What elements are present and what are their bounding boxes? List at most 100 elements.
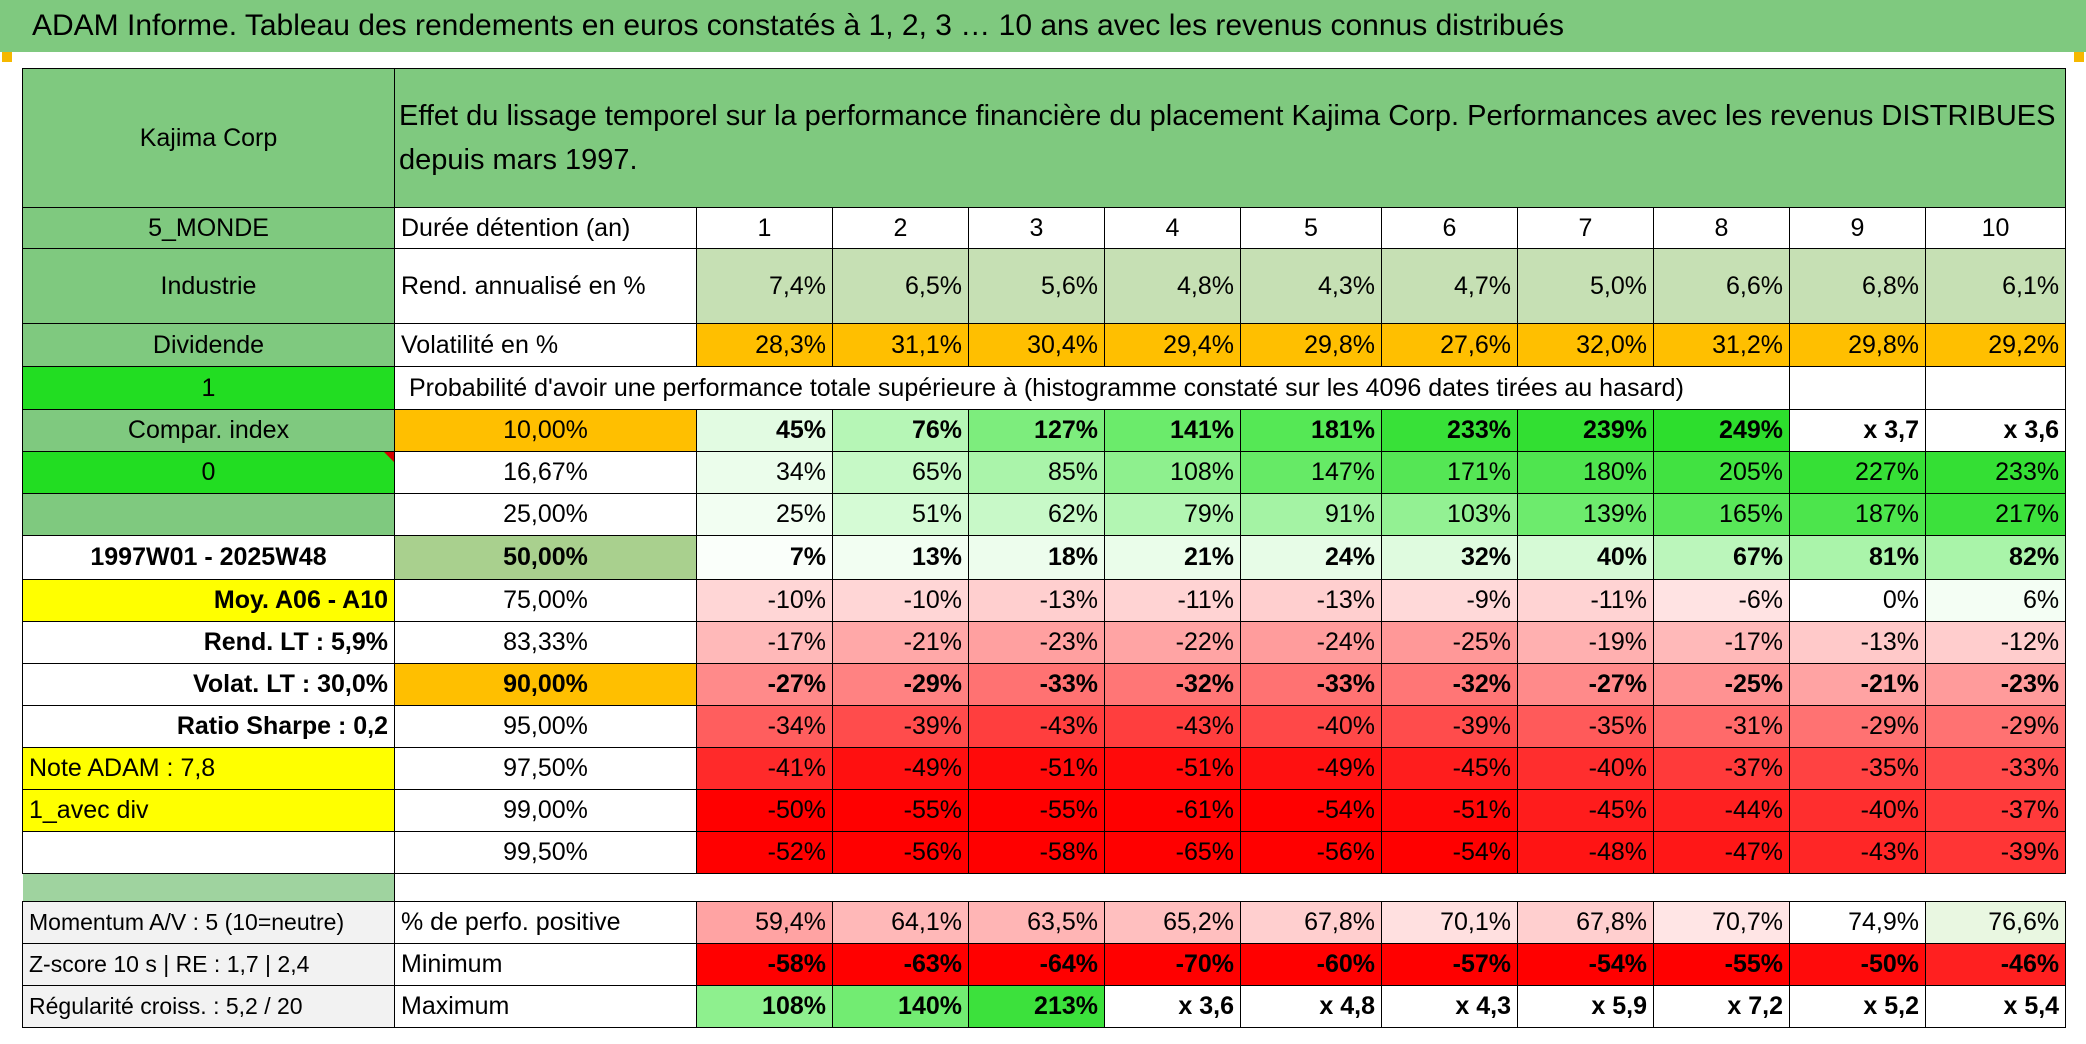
prob-cell: 181% bbox=[1240, 409, 1382, 452]
prob-cell: -19% bbox=[1517, 621, 1654, 664]
sharpe-label: Ratio Sharpe : 0,2 bbox=[22, 705, 395, 748]
min-label: Minimum bbox=[394, 943, 697, 986]
year-header: 3 bbox=[968, 207, 1105, 249]
rend-cell: 6,5% bbox=[832, 248, 969, 324]
min-cell: -58% bbox=[696, 943, 833, 986]
prob-cell: -39% bbox=[1924, 831, 2067, 874]
prob-cell: -65% bbox=[1104, 831, 1241, 874]
prob-cell: 82% bbox=[1924, 535, 2067, 580]
prob-cell: -13% bbox=[968, 579, 1105, 622]
year-header: 2 bbox=[832, 207, 969, 249]
vol-row: Dividende Volatilité en % 28,3% 31,1% 30… bbox=[22, 323, 2067, 367]
prob-cell: -34% bbox=[696, 705, 833, 748]
prob-cell: -51% bbox=[1104, 747, 1241, 790]
max-label: Maximum bbox=[394, 985, 697, 1028]
prob-cell: 187% bbox=[1789, 493, 1926, 536]
region-label: 5_MONDE bbox=[22, 207, 395, 249]
prob-cell: 217% bbox=[1924, 493, 2067, 536]
prob-threshold: 10,00% bbox=[394, 409, 697, 452]
prob-threshold: 83,33% bbox=[394, 621, 697, 664]
corner-marker-right bbox=[2074, 52, 2084, 62]
company-name: Kajima Corp bbox=[22, 68, 395, 208]
max-cell: x 3,6 bbox=[1104, 985, 1241, 1028]
prob-cell: 103% bbox=[1381, 493, 1518, 536]
prob-cell: -21% bbox=[1789, 663, 1926, 706]
rend-cell: 6,8% bbox=[1789, 248, 1926, 324]
prob-cell: 67% bbox=[1653, 535, 1790, 580]
prob-cell: -23% bbox=[968, 621, 1105, 664]
prob-row: 1_avec div 99,00% -50% -55% -55% -61% -5… bbox=[22, 789, 2067, 832]
vol-cell: 29,4% bbox=[1104, 323, 1241, 367]
min-cell: -54% bbox=[1517, 943, 1654, 986]
prob-header-row: 1 Probabilité d'avoir une performance to… bbox=[22, 366, 2067, 410]
avec-div-label: 1_avec div bbox=[22, 789, 395, 832]
prob-cell: -10% bbox=[832, 579, 969, 622]
prob-cell: -25% bbox=[1381, 621, 1518, 664]
min-cell: -64% bbox=[968, 943, 1105, 986]
pos-cell: 74,9% bbox=[1789, 901, 1926, 944]
pos-row: Momentum A/V : 5 (10=neutre) % de perfo.… bbox=[22, 901, 2067, 944]
duree-label: Durée détention (an) bbox=[394, 207, 697, 249]
rend-cell: 4,8% bbox=[1104, 248, 1241, 324]
vol-cell: 31,2% bbox=[1653, 323, 1790, 367]
flag-zero-cell[interactable]: 0 bbox=[22, 451, 395, 494]
pos-cell: 67,8% bbox=[1517, 901, 1654, 944]
max-cell: x 5,2 bbox=[1789, 985, 1926, 1028]
prob-row: 99,50% -52% -56% -58% -65% -56% -54% -48… bbox=[22, 831, 2067, 874]
empty-cell bbox=[22, 831, 395, 874]
prob-cell: -33% bbox=[1924, 747, 2067, 790]
prob-cell: 18% bbox=[968, 535, 1105, 580]
min-cell: -63% bbox=[832, 943, 969, 986]
max-cell: x 4,3 bbox=[1381, 985, 1518, 1028]
prob-threshold: 97,50% bbox=[394, 747, 697, 790]
prob-cell: 233% bbox=[1381, 409, 1518, 452]
prob-cell: 180% bbox=[1517, 451, 1654, 494]
prob-cell: 34% bbox=[696, 451, 833, 494]
pos-label: % de perfo. positive bbox=[394, 901, 697, 944]
prob-cell: -22% bbox=[1104, 621, 1241, 664]
rend-lt-label: Rend. LT : 5,9% bbox=[22, 621, 395, 664]
prob-cell: x 3,6 bbox=[1924, 409, 2067, 452]
pos-cell: 70,1% bbox=[1381, 901, 1518, 944]
prob-cell: -10% bbox=[696, 579, 833, 622]
flag-one-cell[interactable]: 1 bbox=[22, 366, 395, 410]
prob-cell: -45% bbox=[1517, 789, 1654, 832]
prob-cell: -31% bbox=[1653, 705, 1790, 748]
prob-cell: -32% bbox=[1104, 663, 1241, 706]
rend-cell: 6,1% bbox=[1924, 248, 2067, 324]
prob-cell: 6% bbox=[1924, 579, 2067, 622]
prob-cell: -9% bbox=[1381, 579, 1518, 622]
prob-threshold: 90,00% bbox=[394, 663, 697, 706]
pos-cell: 67,8% bbox=[1240, 901, 1382, 944]
max-cell: 108% bbox=[696, 985, 833, 1028]
prob-cell: -21% bbox=[832, 621, 969, 664]
prob-cell: -61% bbox=[1104, 789, 1241, 832]
prob-cell: -35% bbox=[1517, 705, 1654, 748]
prob-threshold: 25,00% bbox=[394, 493, 697, 536]
prob-cell: -39% bbox=[1381, 705, 1518, 748]
prob-cell: 76% bbox=[832, 409, 969, 452]
prob-cell: -13% bbox=[1240, 579, 1382, 622]
prob-cell: -50% bbox=[696, 789, 833, 832]
prob-cell: -43% bbox=[968, 705, 1105, 748]
prob-cell: 62% bbox=[968, 493, 1105, 536]
prob-cell: -27% bbox=[696, 663, 833, 706]
prob-cell: 227% bbox=[1789, 451, 1926, 494]
prob-cell: -39% bbox=[832, 705, 969, 748]
prob-cell: 0% bbox=[1789, 579, 1926, 622]
performance-table: Kajima Corp Effet du lissage temporel su… bbox=[22, 68, 2067, 1028]
empty-cell bbox=[22, 493, 395, 536]
prob-cell: 32% bbox=[1381, 535, 1518, 580]
moy-label: Moy. A06 - A10 bbox=[22, 579, 395, 622]
vol-cell: 28,3% bbox=[696, 323, 833, 367]
max-cell: x 5,9 bbox=[1517, 985, 1654, 1028]
momentum-label: Momentum A/V : 5 (10=neutre) bbox=[22, 901, 395, 944]
pos-cell: 63,5% bbox=[968, 901, 1105, 944]
rend-cell: 6,6% bbox=[1653, 248, 1790, 324]
pos-cell: 70,7% bbox=[1653, 901, 1790, 944]
max-cell: x 5,4 bbox=[1924, 985, 2067, 1028]
min-cell: -55% bbox=[1653, 943, 1790, 986]
year-header: 10 bbox=[1924, 207, 2067, 249]
rend-row: Industrie Rend. annualisé en % 7,4% 6,5%… bbox=[22, 248, 2067, 324]
year-header: 7 bbox=[1517, 207, 1654, 249]
